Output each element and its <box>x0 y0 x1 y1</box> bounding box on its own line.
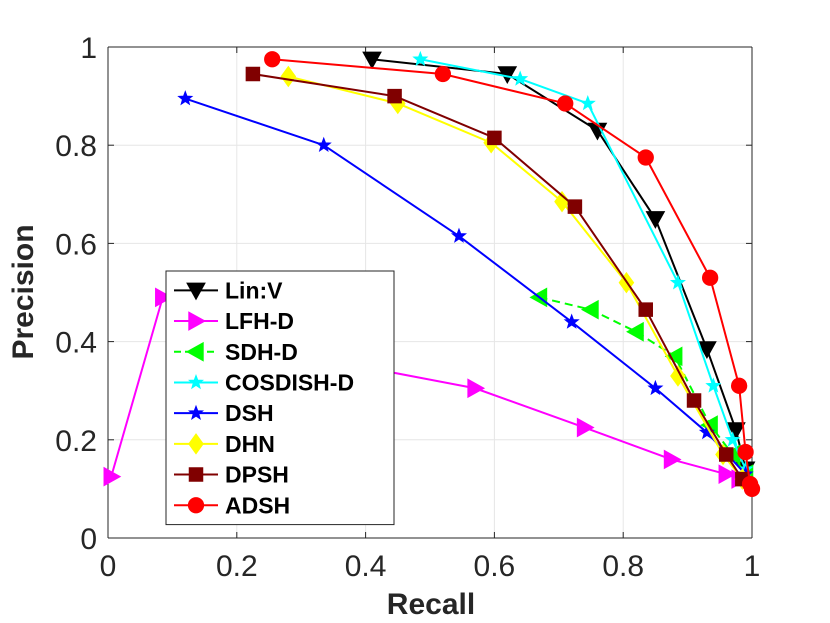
data-point-adsh <box>730 377 748 394</box>
legend-marker-lfh-d <box>188 311 207 331</box>
data-point-dpsh <box>686 393 702 408</box>
data-point-sdh-d <box>626 321 644 342</box>
y-tick-label: 0.8 <box>55 130 97 163</box>
data-point-dpsh <box>487 130 502 146</box>
data-point-adsh <box>264 51 281 68</box>
legend-marker-lin-v <box>186 282 206 301</box>
legend-box <box>165 270 395 526</box>
data-point-adsh <box>557 95 574 112</box>
legend-label-cosdish-d: COSDISH-D <box>225 369 354 395</box>
data-point-cosdish-d <box>512 70 529 86</box>
x-tick-label: 0 <box>100 550 117 583</box>
legend-marker-dhn <box>188 433 204 455</box>
series-line-dhn <box>288 75 744 480</box>
data-point-lin-v <box>726 422 746 441</box>
data-point-dpsh <box>245 66 261 82</box>
y-tick-label: 0.2 <box>55 425 97 458</box>
series-line-dpsh <box>252 73 744 480</box>
data-point-lfh-d <box>103 466 122 487</box>
y-axis-label: Precision <box>7 224 40 359</box>
data-point-dhn <box>280 65 297 88</box>
data-point-lin-v <box>362 51 382 70</box>
data-point-adsh <box>434 65 452 83</box>
y-tick-label: 1 <box>80 32 97 65</box>
x-tick-label: 1 <box>744 550 761 583</box>
legend-marker-adsh <box>187 497 205 514</box>
legend-label-adsh: ADSH <box>225 492 290 518</box>
data-point-lin-v <box>645 211 666 229</box>
data-point-lfh-d <box>467 378 486 399</box>
y-tick-labels: 0 0.2 0.4 0.6 0.8 1 <box>55 32 97 556</box>
legend-marker-cosdish-d <box>187 374 205 390</box>
data-point-dpsh <box>638 302 653 317</box>
data-point-dsh <box>315 136 332 153</box>
series-dpsh <box>245 66 750 487</box>
legend-marker-dsh <box>187 404 205 420</box>
data-point-lfh-d <box>663 449 682 470</box>
data-point-dhn <box>670 365 686 387</box>
data-point-dpsh <box>567 199 583 214</box>
x-tick-label: 0.6 <box>474 550 516 583</box>
legend-label-sdh-d: SDH-D <box>225 339 298 365</box>
data-point-dpsh <box>718 447 734 462</box>
data-point-adsh <box>737 443 754 461</box>
x-tick-label: 0.2 <box>216 550 258 583</box>
data-point-cosdish-d <box>705 377 722 393</box>
data-point-cosdish-d <box>724 431 741 447</box>
x-axis-label: Recall <box>387 588 475 621</box>
data-point-dsh <box>647 379 664 396</box>
y-tick-label: 0.6 <box>55 228 97 261</box>
data-point-lfh-d <box>576 417 595 438</box>
data-point-adsh <box>743 480 761 498</box>
data-point-lfh-d <box>155 287 173 308</box>
data-point-dsh <box>177 90 194 106</box>
data-point-dsh <box>563 313 580 329</box>
x-tick-label: 0.8 <box>602 550 644 583</box>
data-point-dsh <box>450 227 467 243</box>
data-point-cosdish-d <box>579 95 596 111</box>
legend: Lin:V LFH-D SDH-D COSDISH-D DSH DHN DPSH ADSH <box>165 270 395 526</box>
legend-marker-dpsh <box>188 467 204 482</box>
legend-label-dhn: DHN <box>225 431 275 457</box>
data-point-cosdish-d <box>412 50 429 67</box>
data-point-cosdish-d <box>669 274 686 290</box>
data-point-adsh <box>701 269 719 286</box>
legend-label-lin-v: Lin:V <box>225 277 283 303</box>
data-point-lfh-d <box>718 464 737 485</box>
x-tick-label: 0.4 <box>345 550 387 583</box>
y-tick-label: 0.4 <box>55 327 97 360</box>
data-point-dpsh <box>387 88 402 104</box>
legend-label-dpsh: DPSH <box>225 462 289 488</box>
data-point-adsh <box>637 149 654 166</box>
data-point-lin-v <box>697 341 717 359</box>
x-tick-labels: 0 0.2 0.4 0.6 0.8 1 <box>100 550 761 583</box>
data-point-sdh-d <box>580 299 599 320</box>
series-group <box>103 50 761 498</box>
legend-label-dsh: DSH <box>225 400 274 426</box>
legend-marker-sdh-d <box>185 341 204 362</box>
series-adsh <box>264 51 761 498</box>
legend-label-lfh-d: LFH-D <box>225 308 294 334</box>
y-tick-label: 0 <box>80 523 97 556</box>
